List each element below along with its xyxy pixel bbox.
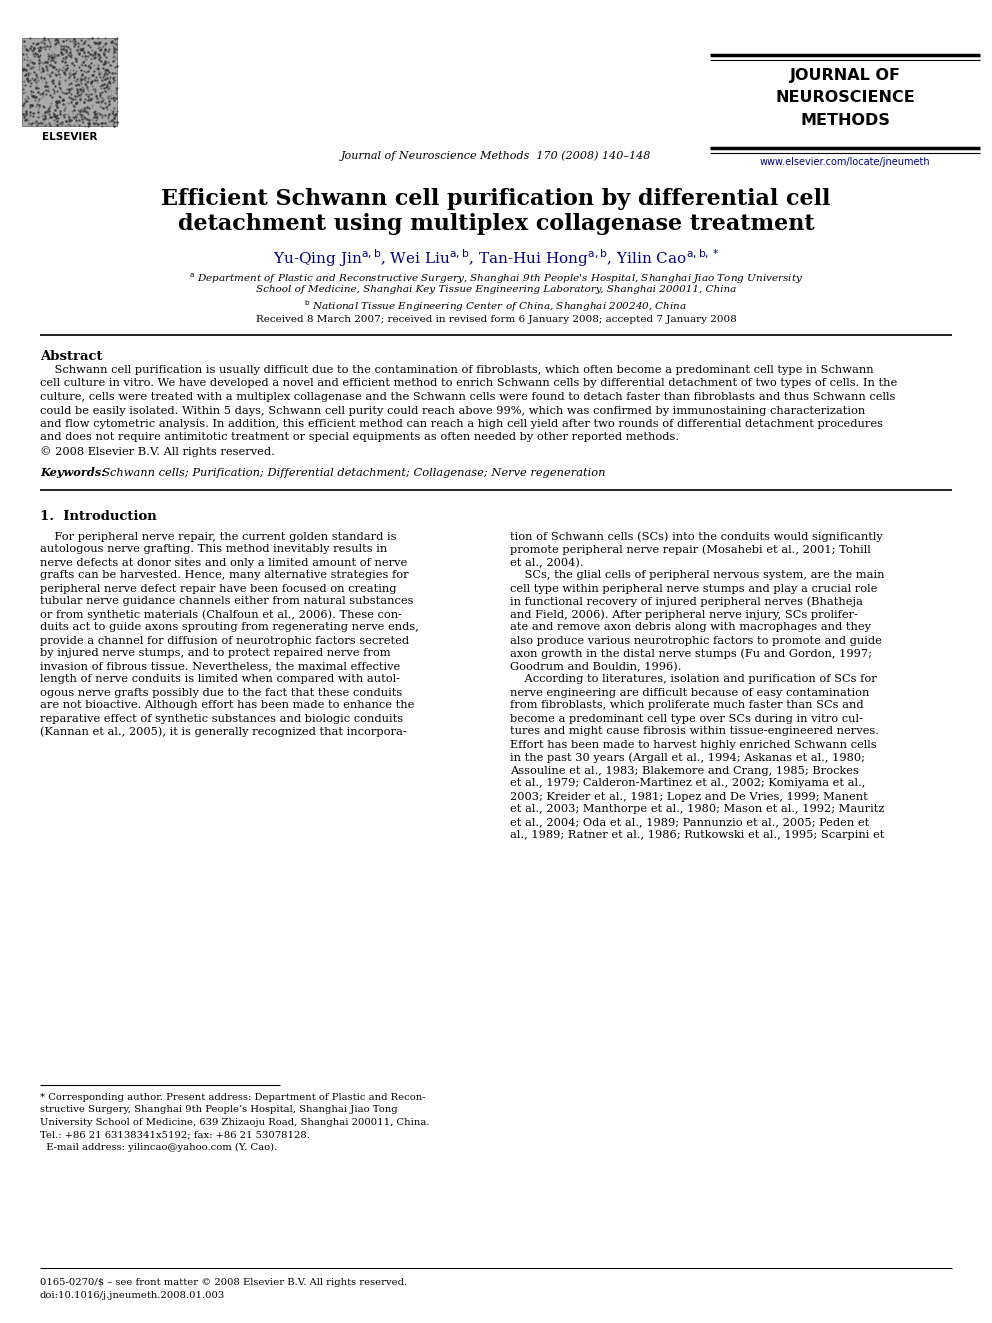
Text: Goodrum and Bouldin, 1996).: Goodrum and Bouldin, 1996).: [510, 662, 682, 672]
Text: * Corresponding author. Present address: Department of Plastic and Recon-: * Corresponding author. Present address:…: [40, 1093, 426, 1102]
Text: NEUROSCIENCE: NEUROSCIENCE: [775, 90, 915, 105]
Text: E-mail address: yilincao@yahoo.com (Y. Cao).: E-mail address: yilincao@yahoo.com (Y. C…: [40, 1143, 277, 1152]
Text: Journal of Neuroscience Methods  170 (2008) 140–148: Journal of Neuroscience Methods 170 (200…: [341, 149, 651, 160]
Text: grafts can be harvested. Hence, many alternative strategies for: grafts can be harvested. Hence, many alt…: [40, 570, 409, 581]
Text: nerve defects at donor sites and only a limited amount of nerve: nerve defects at donor sites and only a …: [40, 557, 408, 568]
Text: in the past 30 years (Argall et al., 1994; Askanas et al., 1980;: in the past 30 years (Argall et al., 199…: [510, 753, 865, 763]
Text: 2003; Kreider et al., 1981; Lopez and De Vries, 1999; Manent: 2003; Kreider et al., 1981; Lopez and De…: [510, 791, 868, 802]
Text: According to literatures, isolation and purification of SCs for: According to literatures, isolation and …: [510, 675, 877, 684]
Text: © 2008 Elsevier B.V. All rights reserved.: © 2008 Elsevier B.V. All rights reserved…: [40, 446, 275, 456]
Text: For peripheral nerve repair, the current golden standard is: For peripheral nerve repair, the current…: [40, 532, 397, 541]
Text: could be easily isolated. Within 5 days, Schwann cell purity could reach above 9: could be easily isolated. Within 5 days,…: [40, 406, 865, 415]
Text: ogous nerve grafts possibly due to the fact that these conduits: ogous nerve grafts possibly due to the f…: [40, 688, 402, 697]
Text: cell type within peripheral nerve stumps and play a crucial role: cell type within peripheral nerve stumps…: [510, 583, 877, 594]
Text: Received 8 March 2007; received in revised form 6 January 2008; accepted 7 Janua: Received 8 March 2007; received in revis…: [256, 315, 736, 324]
Text: al., 1989; Ratner et al., 1986; Rutkowski et al., 1995; Scarpini et: al., 1989; Ratner et al., 1986; Rutkowsk…: [510, 831, 885, 840]
Text: 0165-0270/$ – see front matter © 2008 Elsevier B.V. All rights reserved.: 0165-0270/$ – see front matter © 2008 El…: [40, 1278, 407, 1287]
Text: Yu-Qing Jin$^{\mathsf{a,b}}$, Wei Liu$^{\mathsf{a,b}}$, Tan-Hui Hong$^{\mathsf{a: Yu-Qing Jin$^{\mathsf{a,b}}$, Wei Liu$^{…: [273, 247, 719, 269]
Text: peripheral nerve defect repair have been focused on creating: peripheral nerve defect repair have been…: [40, 583, 397, 594]
Text: Tel.: +86 21 63138341x5192; fax: +86 21 53078128.: Tel.: +86 21 63138341x5192; fax: +86 21 …: [40, 1130, 310, 1139]
Text: Abstract: Abstract: [40, 351, 102, 363]
Text: length of nerve conduits is limited when compared with autol-: length of nerve conduits is limited when…: [40, 675, 400, 684]
Text: Schwann cells; Purification; Differential detachment; Collagenase; Nerve regener: Schwann cells; Purification; Differentia…: [95, 467, 605, 478]
Text: become a predominant cell type over SCs during in vitro cul-: become a predominant cell type over SCs …: [510, 713, 863, 724]
Text: $^{\mathsf{a}}$ Department of Plastic and Reconstructive Surgery, Shanghai 9th P: $^{\mathsf{a}}$ Department of Plastic an…: [188, 273, 804, 286]
Text: (Kannan et al., 2005), it is generally recognized that incorpora-: (Kannan et al., 2005), it is generally r…: [40, 726, 407, 737]
Text: culture, cells were treated with a multiplex collagenase and the Schwann cells w: culture, cells were treated with a multi…: [40, 392, 896, 402]
Text: www.elsevier.com/locate/jneumeth: www.elsevier.com/locate/jneumeth: [760, 157, 930, 167]
Text: et al., 2004).: et al., 2004).: [510, 557, 583, 568]
FancyBboxPatch shape: [22, 38, 117, 126]
Text: and Field, 2006). After peripheral nerve injury, SCs prolifer-: and Field, 2006). After peripheral nerve…: [510, 610, 858, 620]
Text: Keywords:: Keywords:: [40, 467, 105, 479]
Text: promote peripheral nerve repair (Mosahebi et al., 2001; Tohill: promote peripheral nerve repair (Mosaheb…: [510, 545, 871, 556]
Text: cell culture in vitro. We have developed a novel and efficient method to enrich : cell culture in vitro. We have developed…: [40, 378, 897, 389]
Text: 1.  Introduction: 1. Introduction: [40, 509, 157, 523]
Text: by injured nerve stumps, and to protect repaired nerve from: by injured nerve stumps, and to protect …: [40, 648, 391, 659]
Text: JOURNAL OF: JOURNAL OF: [790, 67, 901, 83]
Text: ELSEVIER: ELSEVIER: [43, 132, 97, 142]
Text: Assouline et al., 1983; Blakemore and Crang, 1985; Brockes: Assouline et al., 1983; Blakemore and Cr…: [510, 766, 859, 775]
Text: et al., 2004; Oda et al., 1989; Pannunzio et al., 2005; Peden et: et al., 2004; Oda et al., 1989; Pannunzi…: [510, 818, 869, 827]
Text: invasion of fibrous tissue. Nevertheless, the maximal effective: invasion of fibrous tissue. Nevertheless…: [40, 662, 400, 672]
Text: autologous nerve grafting. This method inevitably results in: autologous nerve grafting. This method i…: [40, 545, 387, 554]
Text: or from synthetic materials (Chalfoun et al., 2006). These con-: or from synthetic materials (Chalfoun et…: [40, 610, 402, 620]
Text: and flow cytometric analysis. In addition, this efficient method can reach a hig: and flow cytometric analysis. In additio…: [40, 419, 883, 429]
Text: from fibroblasts, which proliferate much faster than SCs and: from fibroblasts, which proliferate much…: [510, 700, 864, 710]
Text: ate and remove axon debris along with macrophages and they: ate and remove axon debris along with ma…: [510, 623, 871, 632]
Text: nerve engineering are difficult because of easy contamination: nerve engineering are difficult because …: [510, 688, 869, 697]
Text: also produce various neurotrophic factors to promote and guide: also produce various neurotrophic factor…: [510, 635, 882, 646]
Text: Schwann cell purification is usually difficult due to the contamination of fibro: Schwann cell purification is usually dif…: [40, 365, 874, 374]
Text: doi:10.1016/j.jneumeth.2008.01.003: doi:10.1016/j.jneumeth.2008.01.003: [40, 1291, 225, 1301]
Text: SCs, the glial cells of peripheral nervous system, are the main: SCs, the glial cells of peripheral nervo…: [510, 570, 885, 581]
Text: tion of Schwann cells (SCs) into the conduits would significantly: tion of Schwann cells (SCs) into the con…: [510, 532, 883, 542]
Text: University School of Medicine, 639 Zhizaoju Road, Shanghai 200011, China.: University School of Medicine, 639 Zhiza…: [40, 1118, 430, 1127]
Text: et al., 1979; Calderon-Martinez et al., 2002; Komiyama et al.,: et al., 1979; Calderon-Martinez et al., …: [510, 778, 865, 789]
Text: reparative effect of synthetic substances and biologic conduits: reparative effect of synthetic substance…: [40, 713, 403, 724]
Text: Efficient Schwann cell purification by differential cell: Efficient Schwann cell purification by d…: [162, 188, 830, 210]
Text: and does not require antimitotic treatment or special equipments as often needed: and does not require antimitotic treatme…: [40, 433, 680, 442]
Text: METHODS: METHODS: [801, 112, 890, 128]
Text: et al., 2003; Manthorpe et al., 1980; Mason et al., 1992; Mauritz: et al., 2003; Manthorpe et al., 1980; Ma…: [510, 804, 885, 815]
Text: $^{\mathsf{b}}$ National Tissue Engineering Center of China, Shanghai 200240, Ch: $^{\mathsf{b}}$ National Tissue Engineer…: [305, 298, 687, 314]
Text: are not bioactive. Although effort has been made to enhance the: are not bioactive. Although effort has b…: [40, 700, 415, 710]
Text: detachment using multiplex collagenase treatment: detachment using multiplex collagenase t…: [178, 213, 814, 235]
Text: structive Surgery, Shanghai 9th People’s Hospital, Shanghai Jiao Tong: structive Surgery, Shanghai 9th People’s…: [40, 1106, 398, 1114]
Text: axon growth in the distal nerve stumps (Fu and Gordon, 1997;: axon growth in the distal nerve stumps (…: [510, 648, 872, 659]
Text: tubular nerve guidance channels either from natural substances: tubular nerve guidance channels either f…: [40, 597, 414, 606]
Text: provide a channel for diffusion of neurotrophic factors secreted: provide a channel for diffusion of neuro…: [40, 635, 409, 646]
Text: duits act to guide axons sprouting from regenerating nerve ends,: duits act to guide axons sprouting from …: [40, 623, 419, 632]
Text: Effort has been made to harvest highly enriched Schwann cells: Effort has been made to harvest highly e…: [510, 740, 877, 750]
Text: in functional recovery of injured peripheral nerves (Bhatheja: in functional recovery of injured periph…: [510, 597, 863, 607]
Text: School of Medicine, Shanghai Key Tissue Engineering Laboratory, Shanghai 200011,: School of Medicine, Shanghai Key Tissue …: [256, 284, 736, 294]
Text: tures and might cause fibrosis within tissue-engineered nerves.: tures and might cause fibrosis within ti…: [510, 726, 879, 737]
